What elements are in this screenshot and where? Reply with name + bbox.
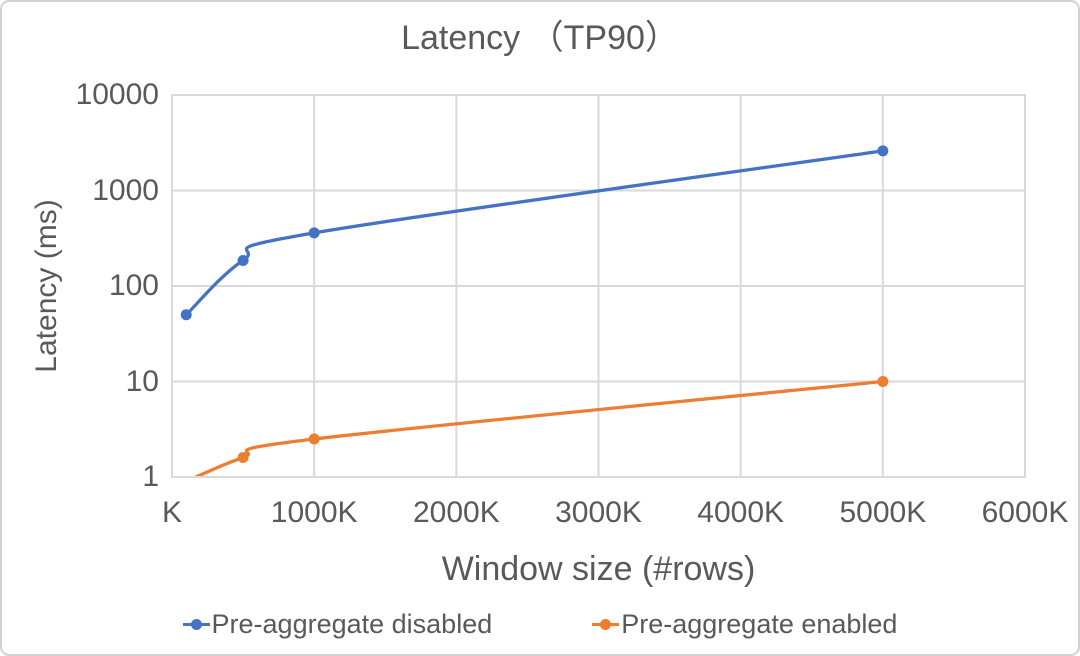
x-tick-label: 1000K (270, 496, 358, 529)
series-line (185, 149, 884, 316)
chart-title: Latency （TP90） (401, 19, 679, 57)
legend-dot (190, 618, 202, 630)
line-dot-marker-icon (182, 618, 210, 630)
data-point-marker (877, 376, 889, 387)
x-tick-label: K (161, 496, 183, 529)
legend-dot (600, 618, 612, 630)
x-tick-label: 6000K (981, 496, 1069, 529)
legend-item-pre-aggregate-disabled: Pre-aggregate disabled (182, 608, 493, 640)
data-series (180, 145, 889, 477)
data-point-marker (180, 309, 192, 321)
y-tick-label: 1000 (92, 173, 159, 207)
legend-label: Pre-aggregate enabled (621, 608, 898, 639)
plot-area (171, 94, 1026, 478)
series-line (192, 379, 883, 477)
data-point-marker (308, 227, 320, 239)
x-tick-label: 3000K (555, 496, 642, 529)
legend: Pre-aggregate disabled Pre-aggregate ena… (2, 604, 1078, 644)
y-tick-label: 100 (108, 269, 159, 302)
legend-label: Pre-aggregate disabled (211, 608, 493, 639)
x-tick-label: 2000K (412, 496, 500, 529)
x-tick-label: 4000K (697, 496, 785, 529)
x-axis-ticks: K 1000K 2000K 3000K 4000K 5000K 6000K (162, 496, 1068, 532)
data-point-marker (237, 254, 249, 266)
data-point-marker (237, 452, 249, 464)
data-point-marker (877, 145, 889, 157)
x-axis-title: Window size (#rows) (441, 550, 756, 588)
line-dot-marker-icon (592, 618, 620, 630)
plot-svg (171, 94, 1026, 478)
plot-border (171, 94, 1026, 478)
y-tick-label: 10 (125, 364, 159, 398)
gridlines (171, 94, 1026, 478)
x-tick-label: 5000K (839, 496, 927, 529)
y-tick-label: 10000 (75, 78, 159, 111)
data-point-marker (308, 433, 320, 445)
y-tick-label: 1 (142, 460, 159, 493)
legend-item-pre-aggregate-enabled: Pre-aggregate enabled (592, 609, 897, 640)
y-axis-ticks: 10000 1000 100 10 1 (2, 80, 159, 492)
